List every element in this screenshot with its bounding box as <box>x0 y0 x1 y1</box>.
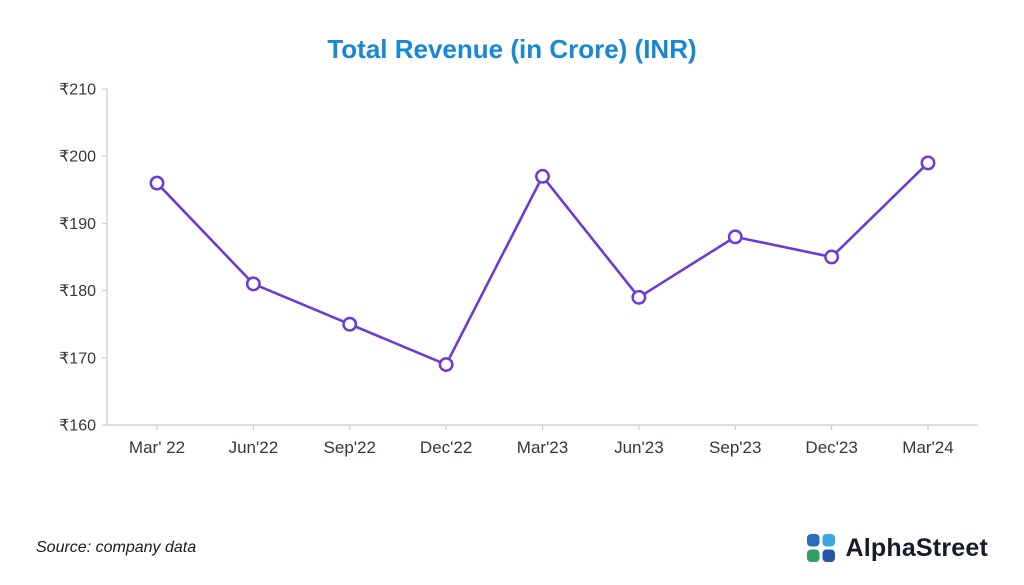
chart-area: ₹160 ₹170 ₹180 ₹190 ₹200 ₹210 Mar' 22 Jun'22 Sep… <box>0 71 1024 533</box>
chart-title: Total Revenue (in Crore) (INR) <box>327 34 697 64</box>
data-point <box>727 229 743 245</box>
x-tick-label: Dec'22 <box>419 438 471 457</box>
x-tick-label: Sep'22 <box>323 438 375 457</box>
footer: Source: company data AlphaStreet <box>0 533 1024 585</box>
x-tick-label: Mar' 22 <box>128 438 184 457</box>
data-point <box>438 357 454 372</box>
data-point <box>534 168 550 184</box>
logo-petal <box>807 534 820 547</box>
source-note: Source: company data <box>36 539 197 556</box>
x-tick-label: Jun'22 <box>228 438 278 457</box>
x-tick-label: Dec'23 <box>805 438 857 457</box>
data-point <box>823 249 839 265</box>
logo-petal <box>807 549 820 562</box>
x-tick-label: Jun'23 <box>614 438 664 457</box>
logo-petal <box>822 534 836 547</box>
y-tick-label: ₹190 <box>59 216 96 233</box>
y-tick-label: ₹200 <box>59 149 96 166</box>
data-point <box>245 276 261 292</box>
brand: AlphaStreet <box>806 533 988 563</box>
revenue-line <box>155 161 929 366</box>
brand-wordmark: AlphaStreet <box>845 533 988 562</box>
revenue-line-chart: ₹160 ₹170 ₹180 ₹190 ₹200 ₹210 Mar' 22 Jun'22 Sep… <box>59 82 978 457</box>
data-point <box>341 316 357 332</box>
y-tick-label: ₹170 <box>59 350 96 367</box>
logo-petal <box>822 549 836 562</box>
y-tick-label: ₹210 <box>59 82 96 99</box>
data-point <box>149 175 164 191</box>
x-tick-label: Mar'24 <box>902 438 953 457</box>
y-tick-label: ₹180 <box>59 283 96 300</box>
alphastreet-logo-icon <box>807 534 836 562</box>
y-tick-label: ₹160 <box>59 418 96 435</box>
data-point <box>920 155 935 171</box>
data-point <box>630 289 646 305</box>
x-tick-label: Sep'23 <box>709 438 761 457</box>
x-tick-label: Mar'23 <box>516 438 567 457</box>
